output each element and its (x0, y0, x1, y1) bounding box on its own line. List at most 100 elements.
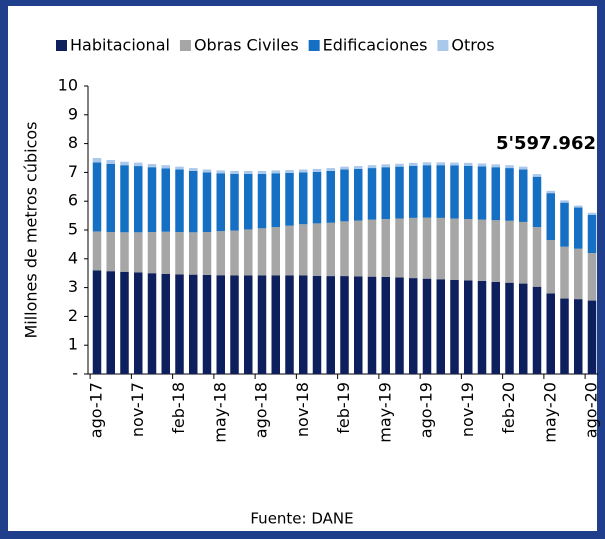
y-tick-label: 10 (58, 76, 78, 95)
y-tick-label: 6 (68, 191, 78, 210)
bar-segment (271, 227, 280, 276)
bar-segment (92, 270, 102, 374)
bar-segment (244, 173, 253, 230)
bar-segment (587, 300, 597, 374)
bar-segment (230, 230, 239, 276)
bar-segment (409, 162, 418, 166)
bar-segment (409, 278, 418, 374)
bar-segment (505, 168, 514, 221)
bar-segment (106, 160, 115, 164)
bar-segment (477, 166, 487, 220)
bar-segment (299, 169, 308, 173)
bar-segment (354, 166, 363, 169)
bar-segment (574, 248, 583, 300)
bar-segment (175, 166, 184, 170)
bar-segment (147, 164, 157, 168)
bar-segment (106, 163, 115, 233)
bar-segment (574, 205, 583, 208)
bar-segment (505, 282, 514, 374)
bar-segment (216, 275, 225, 374)
bar-segment (574, 207, 583, 249)
bar-segment (202, 169, 212, 173)
bar-segment (450, 165, 459, 219)
bar-segment (312, 168, 322, 172)
bar-segment (244, 229, 253, 276)
bar-segment (175, 232, 184, 275)
bar-segment (120, 232, 129, 272)
x-tick-label: may-20 (540, 382, 559, 443)
bar-segment (381, 276, 390, 374)
legend-label: Otros (451, 36, 494, 55)
bar-segment (175, 169, 184, 233)
bar-segment (285, 275, 294, 374)
y-axis-label: Millones de metros cúbicos (22, 121, 41, 338)
x-tick-label: may-19 (375, 382, 394, 443)
bar-segment (92, 231, 102, 271)
bar-segment (230, 275, 239, 374)
y-tick-label: 7 (68, 162, 78, 181)
y-tick-label: 5 (68, 220, 78, 239)
x-tick-label: ago-17 (87, 382, 106, 438)
bar-segment (326, 222, 335, 277)
x-tick-label: nov-18 (293, 382, 312, 437)
bar-segment (299, 224, 308, 276)
bar-segment (354, 220, 363, 277)
bar-segment (216, 170, 225, 174)
bar-segment (436, 162, 445, 166)
bar-segment (244, 170, 253, 174)
legend-label: Obras Civiles (194, 36, 299, 55)
bar-segment (436, 279, 445, 374)
bar-segment (285, 172, 294, 226)
bar-segment (587, 253, 597, 301)
bar-segment (519, 169, 528, 222)
legend-label: Edificaciones (323, 36, 428, 55)
bar-segment (395, 218, 404, 278)
x-tick-label: ago-20 (582, 382, 601, 438)
bar-segment (175, 274, 184, 374)
bar-segment (299, 172, 308, 225)
bar-segment (464, 162, 473, 166)
bar-segment (257, 228, 267, 276)
bar-segment (532, 227, 542, 287)
bar-segment (409, 217, 418, 279)
bar-segment (367, 276, 377, 374)
bar-segment (560, 202, 569, 247)
bar-segment (326, 170, 335, 223)
bar-segment (299, 275, 308, 374)
bar-segment (285, 225, 294, 276)
bar-segment (450, 218, 459, 280)
bar-segment (161, 273, 170, 374)
bar-segment (271, 275, 280, 374)
bar-segment (271, 170, 280, 174)
bar-segment (381, 219, 390, 277)
legend-swatch (179, 40, 191, 51)
y-tick-label: 8 (68, 133, 78, 152)
bar-segment (477, 219, 487, 281)
x-tick-label: ago-19 (417, 382, 436, 438)
bar-segment (519, 221, 528, 284)
bar-segment (147, 232, 157, 274)
bar-segment (312, 171, 322, 224)
bar-segment (354, 276, 363, 374)
bar-segment (491, 164, 500, 168)
y-tick-label: 9 (68, 104, 78, 123)
bar-segment (202, 232, 212, 275)
bar-segment (120, 161, 129, 166)
bar-segment (230, 173, 239, 231)
bar-segment (326, 168, 335, 171)
bar-segment (340, 221, 349, 277)
x-tick-label: ago-18 (252, 382, 271, 438)
bar-segment (340, 166, 349, 170)
bar-segment (189, 170, 198, 233)
bar-segment (340, 169, 349, 222)
bar-segment (202, 172, 212, 233)
bar-segment (560, 246, 569, 299)
bar-segment (546, 240, 555, 294)
bar-segment (340, 276, 349, 374)
bar-segment (147, 167, 157, 233)
bar-segment (120, 165, 129, 233)
bar-segment (134, 166, 143, 233)
annotation: 5'597.962 (496, 133, 596, 154)
bar-segment (491, 220, 500, 282)
source: Fuente: DANE (250, 510, 353, 528)
